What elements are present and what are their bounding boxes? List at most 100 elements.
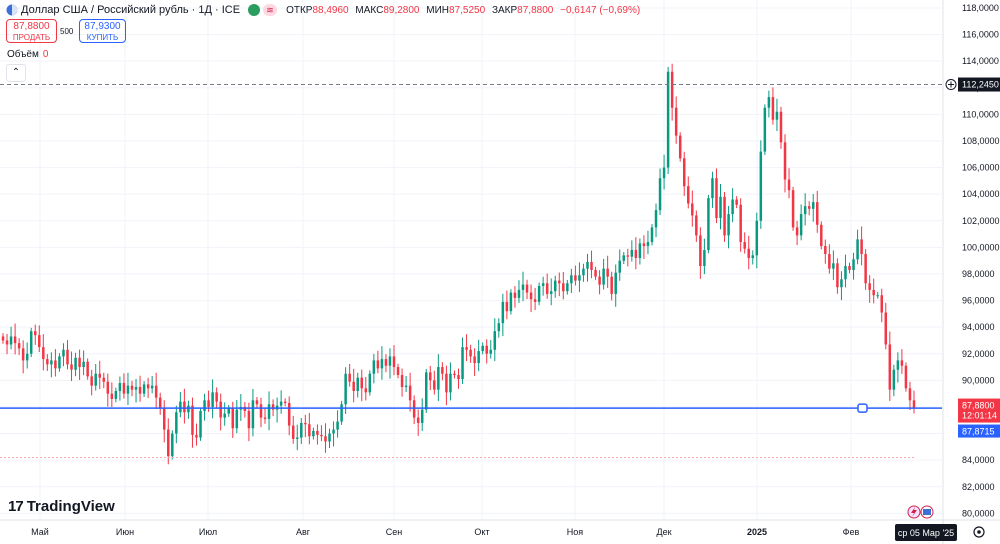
candle-body: [594, 269, 597, 277]
candle-body: [622, 255, 626, 261]
volume-label: Объём: [7, 49, 39, 60]
candle-body: [828, 254, 831, 269]
price-line-handle[interactable]: [857, 403, 868, 413]
sell-button[interactable]: 87,8800 ПРОДАТЬ: [6, 19, 57, 43]
candle-body: [215, 392, 218, 402]
high-label: МАКС: [355, 4, 384, 16]
time-tick-label: Авг: [296, 527, 311, 537]
candle-body: [779, 111, 783, 143]
candle-body: [803, 206, 807, 215]
candle-body: [691, 203, 694, 216]
candle-body: [62, 349, 65, 357]
volume-legend[interactable]: Объём 0: [7, 49, 48, 60]
candle-body: [376, 360, 380, 369]
candle-body: [719, 196, 722, 219]
candle-body: [243, 406, 247, 411]
candle-body: [211, 392, 214, 407]
time-axis[interactable]: Май Июн Июл Авг Сен Окт Ноя Дек 2025 Фев ср 05 Мар…: [0, 505, 1000, 541]
candle-body: [441, 367, 444, 374]
candle-body: [678, 135, 682, 159]
price-tick-label: 92,0000: [962, 349, 995, 359]
candle-body: [150, 385, 154, 389]
candle-body: [912, 400, 916, 409]
time-tick-label: Июл: [199, 527, 217, 537]
price-tick-label: 116,0000: [962, 30, 999, 40]
candle-body: [501, 301, 505, 324]
candle-body: [187, 405, 190, 413]
candle-body: [21, 348, 25, 361]
candle-body: [449, 373, 452, 393]
candle-body: [783, 142, 787, 180]
high-value: 89,2800: [383, 4, 420, 16]
time-tick-label: Сен: [386, 527, 403, 537]
candle-body: [465, 347, 468, 350]
price-axis[interactable]: 118,0000116,0000114,0000112,0000110,0000…: [942, 0, 1000, 544]
candle-body: [715, 178, 718, 219]
collapse-legend-button[interactable]: ⌃: [6, 64, 26, 82]
candle-body: [880, 295, 884, 313]
candle-body: [549, 291, 553, 294]
candle-body: [852, 259, 855, 270]
candle-body: [175, 412, 178, 434]
candle-body: [525, 284, 529, 293]
change-value: −0,6147 (−0,69%): [560, 4, 641, 16]
candle-body: [279, 401, 283, 406]
bid-price-box: [958, 424, 1000, 438]
candle-body: [429, 372, 432, 381]
candle-body: [235, 409, 239, 429]
candle-body: [453, 373, 456, 376]
candle-body: [437, 367, 440, 390]
candle-body: [392, 356, 396, 368]
tradingview-logo[interactable]: 17 TradingView: [8, 498, 115, 515]
candle-body: [896, 360, 900, 370]
market-open-icon[interactable]: [248, 4, 261, 16]
time-tick-label: Дек: [656, 527, 671, 537]
candle-body: [154, 385, 158, 398]
candle-body: [872, 289, 875, 296]
candle-body: [340, 404, 343, 422]
price-tick-label: 100,0000: [962, 242, 1000, 252]
price-tick-label: 84,0000: [962, 455, 995, 465]
candle-body: [368, 373, 372, 393]
candle-body: [316, 430, 319, 435]
candle-body: [167, 429, 170, 457]
candle-body: [670, 71, 674, 108]
candle-body: [844, 265, 847, 280]
candle-body: [110, 393, 114, 399]
candle-body: [271, 404, 275, 410]
settings-gear-icon: [973, 526, 985, 538]
candle-body: [38, 335, 41, 348]
price-tick-label: 118,0000: [962, 3, 999, 13]
candle-body: [727, 214, 730, 236]
candle-body: [396, 367, 400, 376]
wave-badge-icon[interactable]: ≋: [263, 4, 278, 16]
buy-button[interactable]: 87,9300 КУПИТЬ: [79, 19, 126, 43]
candle-body: [158, 397, 162, 409]
candles: [1, 63, 916, 465]
close-label: ЗАКР: [491, 4, 518, 16]
candle-body: [747, 248, 750, 259]
candle-body: [223, 413, 226, 418]
candle-body: [570, 275, 573, 284]
candle-body: [259, 404, 263, 418]
candle-body: [807, 206, 811, 209]
price-tick-label: 106,0000: [962, 163, 1000, 173]
candle-body: [114, 390, 118, 399]
candle-body: [606, 268, 609, 277]
time-tick-label: Окт: [474, 527, 489, 537]
candle-body: [336, 421, 339, 430]
candle-body: [590, 261, 593, 270]
candle-body: [529, 292, 533, 300]
candle-body: [33, 331, 37, 336]
symbol-title[interactable]: Доллар США / Российский рубль · 1Д · ICE: [21, 4, 241, 16]
candle-body: [1, 336, 5, 341]
candle-body: [219, 401, 222, 418]
currency-flag-icon: [6, 4, 18, 16]
candle-body: [130, 385, 134, 390]
price-tick-label: 80,0000: [962, 508, 995, 518]
candle-body: [610, 276, 613, 294]
candle-body: [795, 227, 799, 236]
sell-label: ПРОДАТЬ: [12, 33, 51, 42]
candle-body: [324, 436, 327, 442]
